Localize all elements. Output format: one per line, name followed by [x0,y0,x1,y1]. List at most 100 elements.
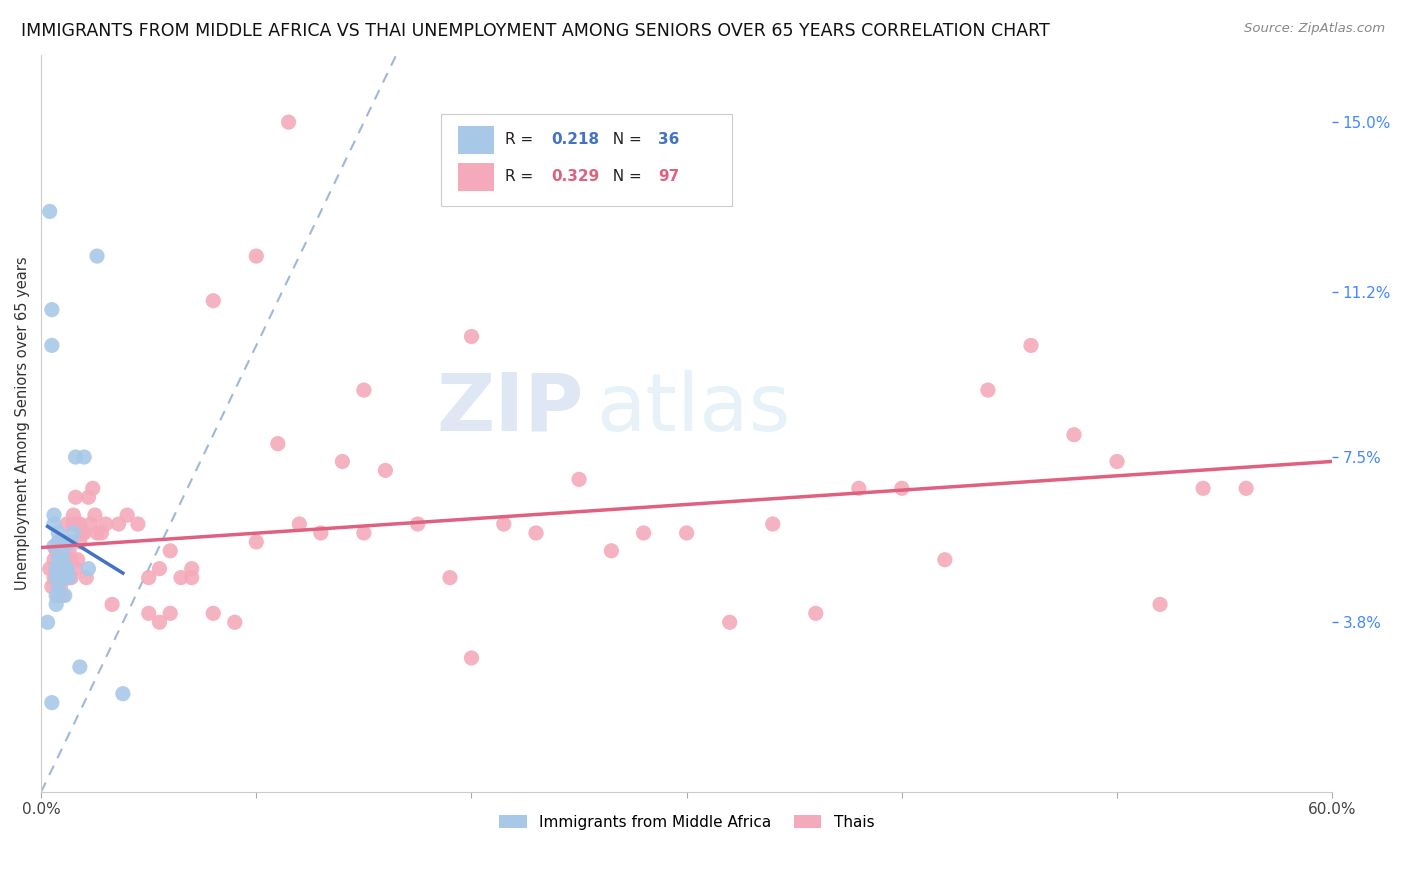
Text: atlas: atlas [596,370,790,448]
Point [60,534,83,549]
Point [224,615,246,630]
Point [332,454,354,468]
Point [170,571,193,585]
Text: R =: R = [505,132,537,147]
Point [353,383,375,397]
Point [53,534,76,549]
Text: Source: ZipAtlas.com: Source: ZipAtlas.com [1244,22,1385,36]
Point [41,302,63,317]
Point [53,534,76,549]
Point [1063,427,1085,442]
Point [41,580,63,594]
Point [107,516,129,531]
Point [1149,598,1171,612]
Point [45,544,67,558]
Point [73,450,96,464]
Point [49,571,72,585]
Point [159,544,181,558]
Point [60,571,83,585]
Point [66,516,89,531]
Point [202,293,225,308]
Point [439,571,461,585]
Point [53,553,76,567]
Point [406,516,429,531]
Point [267,436,290,450]
Point [49,553,72,567]
Point [49,553,72,567]
Point [86,249,108,263]
Point [101,598,124,612]
Y-axis label: Unemployment Among Seniors over 65 years: Unemployment Among Seniors over 65 years [15,257,30,591]
Point [56,562,79,576]
Point [58,553,80,567]
Point [52,571,75,585]
Point [159,607,181,621]
Text: 97: 97 [658,169,679,185]
Point [492,516,515,531]
Point [90,525,112,540]
Point [82,481,104,495]
Point [69,534,91,549]
Point [94,516,117,531]
Point [52,562,75,576]
FancyBboxPatch shape [441,114,733,206]
Text: N =: N = [603,169,647,185]
Point [42,540,65,554]
Point [46,589,69,603]
Point [58,544,80,558]
Point [53,571,76,585]
Point [934,553,956,567]
Point [37,615,59,630]
Point [46,580,69,594]
Text: N =: N = [603,132,647,147]
Point [66,553,89,567]
Point [180,562,202,576]
Point [127,516,149,531]
Point [45,562,67,576]
Point [84,508,107,522]
Point [38,204,60,219]
Point [52,589,75,603]
Point [49,580,72,594]
Point [45,589,67,603]
Point [675,525,697,540]
Point [53,589,76,603]
Point [524,525,547,540]
Point [41,696,63,710]
Point [62,508,84,522]
Legend: Immigrants from Middle Africa, Thais: Immigrants from Middle Africa, Thais [494,809,880,836]
Point [1105,454,1128,468]
Point [73,525,96,540]
Point [58,571,80,585]
Point [56,562,79,576]
Point [49,562,72,576]
Text: 0.218: 0.218 [551,132,599,147]
Point [890,481,912,495]
Point [1192,481,1215,495]
Point [202,607,225,621]
Point [288,516,311,531]
Point [138,571,160,585]
Point [1234,481,1257,495]
Point [374,463,396,477]
Text: IMMIGRANTS FROM MIDDLE AFRICA VS THAI UNEMPLOYMENT AMONG SENIORS OVER 65 YEARS C: IMMIGRANTS FROM MIDDLE AFRICA VS THAI UN… [21,22,1050,40]
Point [75,571,97,585]
Point [79,516,101,531]
Point [460,329,482,343]
Point [111,687,134,701]
Point [148,562,170,576]
Point [77,490,100,504]
Point [86,525,108,540]
Point [41,338,63,352]
Point [718,615,741,630]
Point [353,525,375,540]
Text: ZIP: ZIP [436,370,583,448]
Point [56,571,79,585]
Point [69,516,91,531]
Point [45,571,67,585]
Point [52,553,75,567]
Point [53,562,76,576]
Point [138,607,160,621]
Point [804,607,827,621]
Point [69,660,91,674]
